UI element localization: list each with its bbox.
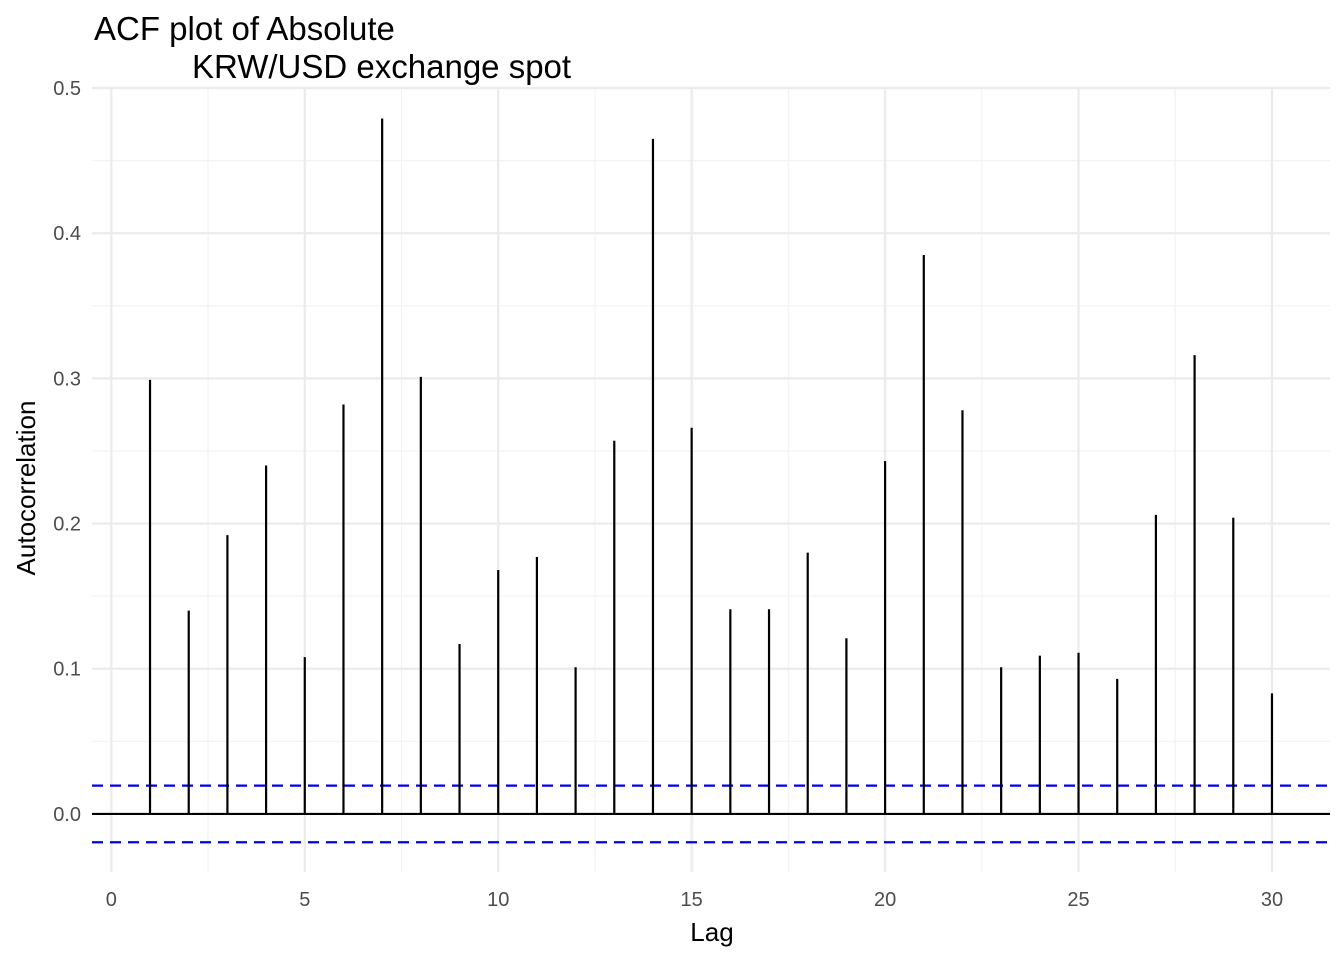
grid-major [92,86,1330,872]
y-tick-label: 0.0 [53,804,81,826]
grid-minor [92,88,1330,872]
y-tick-label: 0.5 [53,78,81,100]
x-tick-label: 5 [299,889,310,911]
y-tick-labels: 0.0 0.1 0.2 0.3 0.4 0.5 [53,78,81,826]
chart-title-line-2: KRW/USD exchange spot [192,48,571,85]
y-tick-label: 0.2 [53,514,81,536]
x-tick-label: 30 [1261,889,1283,911]
chart-title-line-1: ACF plot of Absolute [94,10,395,47]
x-tick-label: 0 [106,889,117,911]
acf-bars [148,118,1274,814]
y-axis-title: Autocorrelation [11,401,41,576]
x-tick-label: 20 [874,889,896,911]
x-tick-label: 25 [1067,889,1089,911]
x-axis-title: Lag [690,917,733,947]
y-tick-label: 0.3 [53,368,81,390]
confidence-lines [92,784,1330,844]
y-tick-label: 0.4 [53,223,81,245]
x-tick-labels: 0 5 10 15 20 25 30 [106,889,1283,911]
x-tick-label: 10 [487,889,509,911]
x-tick-label: 15 [681,889,703,911]
y-tick-label: 0.1 [53,659,81,681]
